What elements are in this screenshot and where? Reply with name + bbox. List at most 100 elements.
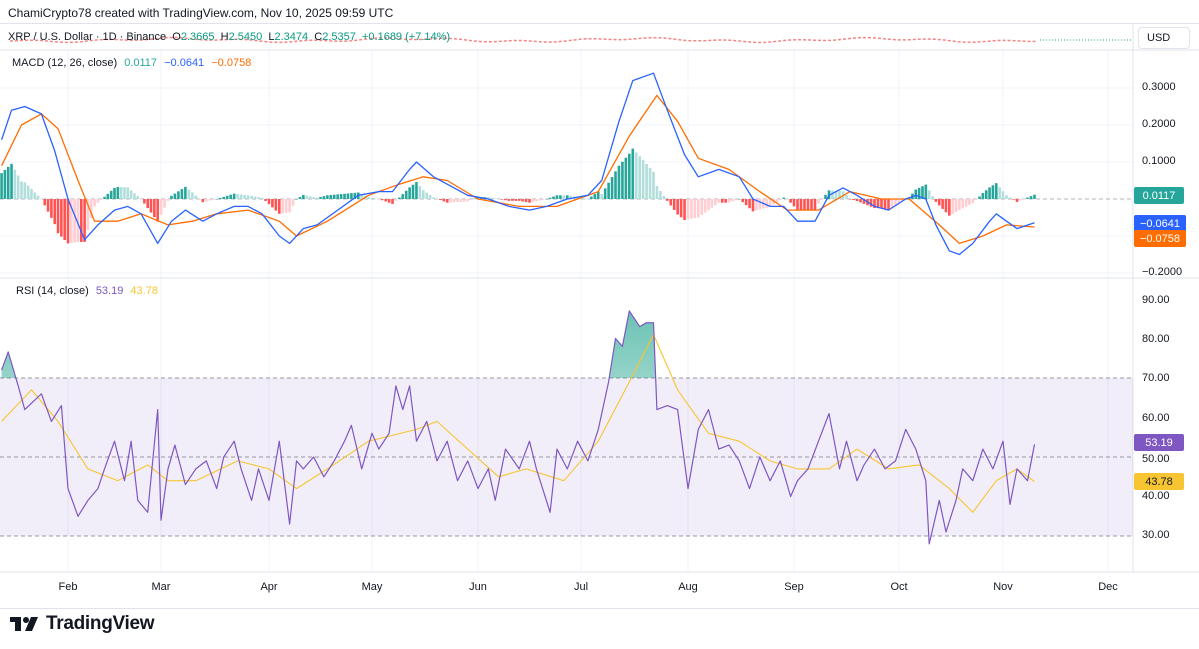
macd-histogram-bar <box>583 198 586 199</box>
rsi-axis-tick: 30.00 <box>1142 529 1170 541</box>
macd-histogram-bar <box>586 199 590 200</box>
close-label: C <box>314 31 323 43</box>
macd-histogram-bar <box>887 199 890 211</box>
macd-histogram-bar <box>394 199 398 201</box>
macd-histogram-bar <box>731 199 734 202</box>
macd-histogram-bar <box>421 190 425 199</box>
macd-histogram-bar <box>476 197 480 199</box>
macd-histogram-bar <box>6 166 10 199</box>
macd-histogram-bar <box>33 192 37 199</box>
macd-histogram-bar <box>239 194 243 199</box>
macd-histogram-bar <box>991 185 995 199</box>
macd-histogram-bar <box>758 199 762 210</box>
macd-histogram-bar <box>1019 199 1022 201</box>
macd-histogram-bar <box>531 199 535 202</box>
macd-axis-tick: −0.2000 <box>1142 266 1183 278</box>
macd-histogram-bar <box>799 199 803 211</box>
macd-histogram-bar <box>890 199 894 208</box>
macd-histogram-bar <box>1033 194 1036 199</box>
macd-histogram-bar <box>707 199 710 211</box>
macd-histogram-bar <box>741 199 745 203</box>
macd-histogram-bar <box>876 199 880 209</box>
macd-histogram-bar <box>493 198 497 199</box>
macd-histogram-bar <box>507 199 511 201</box>
macd-axis-tick: 0.2000 <box>1142 118 1176 130</box>
currency-button[interactable]: USD <box>1138 27 1190 49</box>
macd-histogram-bar <box>548 197 552 199</box>
macd-histogram-bar <box>86 199 90 231</box>
high-label: H <box>220 31 229 43</box>
macd-histogram-bar <box>590 196 593 199</box>
macd-histogram-bar <box>469 199 473 201</box>
macd-histogram-bar <box>180 189 184 199</box>
macd-histogram-bar <box>274 199 278 211</box>
macd-histogram-bar <box>133 193 136 199</box>
macd-histogram-bar <box>56 199 60 234</box>
macd-line <box>0 72 1035 256</box>
macd-histogram-bar <box>838 190 841 199</box>
macd-histogram-bar <box>782 197 786 199</box>
macd-histogram-bar <box>755 199 758 211</box>
macd-axis-tick: 0.1000 <box>1142 155 1176 167</box>
macd-histogram-bar <box>541 199 545 200</box>
macd-histogram-bar <box>901 199 904 202</box>
macd-histogram-bar <box>538 199 542 201</box>
macd-histogram-bar <box>119 187 123 199</box>
macd-histogram-bar <box>170 195 173 199</box>
macd-histogram-bar <box>332 194 336 199</box>
macd-histogram-bar <box>191 192 194 199</box>
macd-histogram-bar <box>596 191 600 199</box>
rsi-legend[interactable]: RSI (14, close) 53.19 43.78 <box>16 285 162 297</box>
symbol-name: XRP / U.S. Dollar · 1D · Binance <box>8 31 167 43</box>
macd-histogram-bar <box>374 198 377 199</box>
macd-histogram-bar <box>466 199 470 202</box>
macd-histogram-bar <box>951 199 954 214</box>
macd-histogram-bar <box>690 199 693 219</box>
macd-histogram-bar <box>452 199 456 203</box>
macd-histogram-bar <box>961 199 965 209</box>
macd-histogram-bar <box>198 198 201 200</box>
macd-histogram-bar <box>66 199 70 244</box>
macd-histogram-bar <box>136 196 140 199</box>
macd-line-value: −0.0641 <box>164 57 205 69</box>
macd-histogram-bar <box>1015 199 1019 202</box>
low-label: L <box>268 31 275 43</box>
macd-histogram-bar <box>250 195 253 199</box>
macd-histogram-bar <box>360 194 363 199</box>
macd-histogram-bar <box>894 199 897 206</box>
macd-histogram-bar <box>312 197 315 199</box>
macd-histogram-bar <box>880 199 883 209</box>
tradingview-logo[interactable]: TradingView <box>10 613 155 635</box>
rsi-axis-tick: 70.00 <box>1142 372 1170 384</box>
macd-histogram-bar <box>873 199 876 209</box>
macd-histogram-bar <box>46 199 50 212</box>
macd-histogram-bar <box>173 193 177 199</box>
macd-histogram-bar <box>302 194 305 199</box>
symbol-legend[interactable]: XRP / U.S. Dollar · 1D · Binance O2.3665… <box>8 31 450 43</box>
macd-axis-tick: 0.3000 <box>1142 81 1176 93</box>
macd-histogram-bar <box>665 199 669 201</box>
macd-histogram-bar <box>60 199 63 237</box>
macd-histogram-bar <box>0 173 3 199</box>
macd-histogram-bar <box>308 196 312 199</box>
macd-signal-value: −0.0758 <box>211 57 252 69</box>
macd-histogram-bar <box>927 190 931 199</box>
macd-histogram-bar <box>16 175 20 199</box>
macd-histogram-bar <box>628 153 631 199</box>
macd-histogram-bar <box>796 199 799 211</box>
macd-histogram-bar <box>810 199 813 211</box>
macd-histogram-bar <box>779 199 782 200</box>
macd-histogram-bar <box>487 197 490 199</box>
macd-histogram-bar <box>593 194 597 199</box>
macd-histogram-bar <box>720 199 724 203</box>
macd-histogram-bar <box>710 199 714 208</box>
macd-histogram-bar <box>524 199 528 203</box>
macd-legend[interactable]: MACD (12, 26, close) 0.0117 −0.0641 −0.0… <box>12 57 255 69</box>
macd-histogram-bar <box>3 170 7 199</box>
macd-histogram-bar <box>855 199 859 202</box>
macd-histogram-bar <box>696 199 700 218</box>
macd-histogram-bar <box>367 197 370 199</box>
macd-histogram-bar <box>229 194 232 199</box>
macd-histogram-bar <box>284 199 288 213</box>
